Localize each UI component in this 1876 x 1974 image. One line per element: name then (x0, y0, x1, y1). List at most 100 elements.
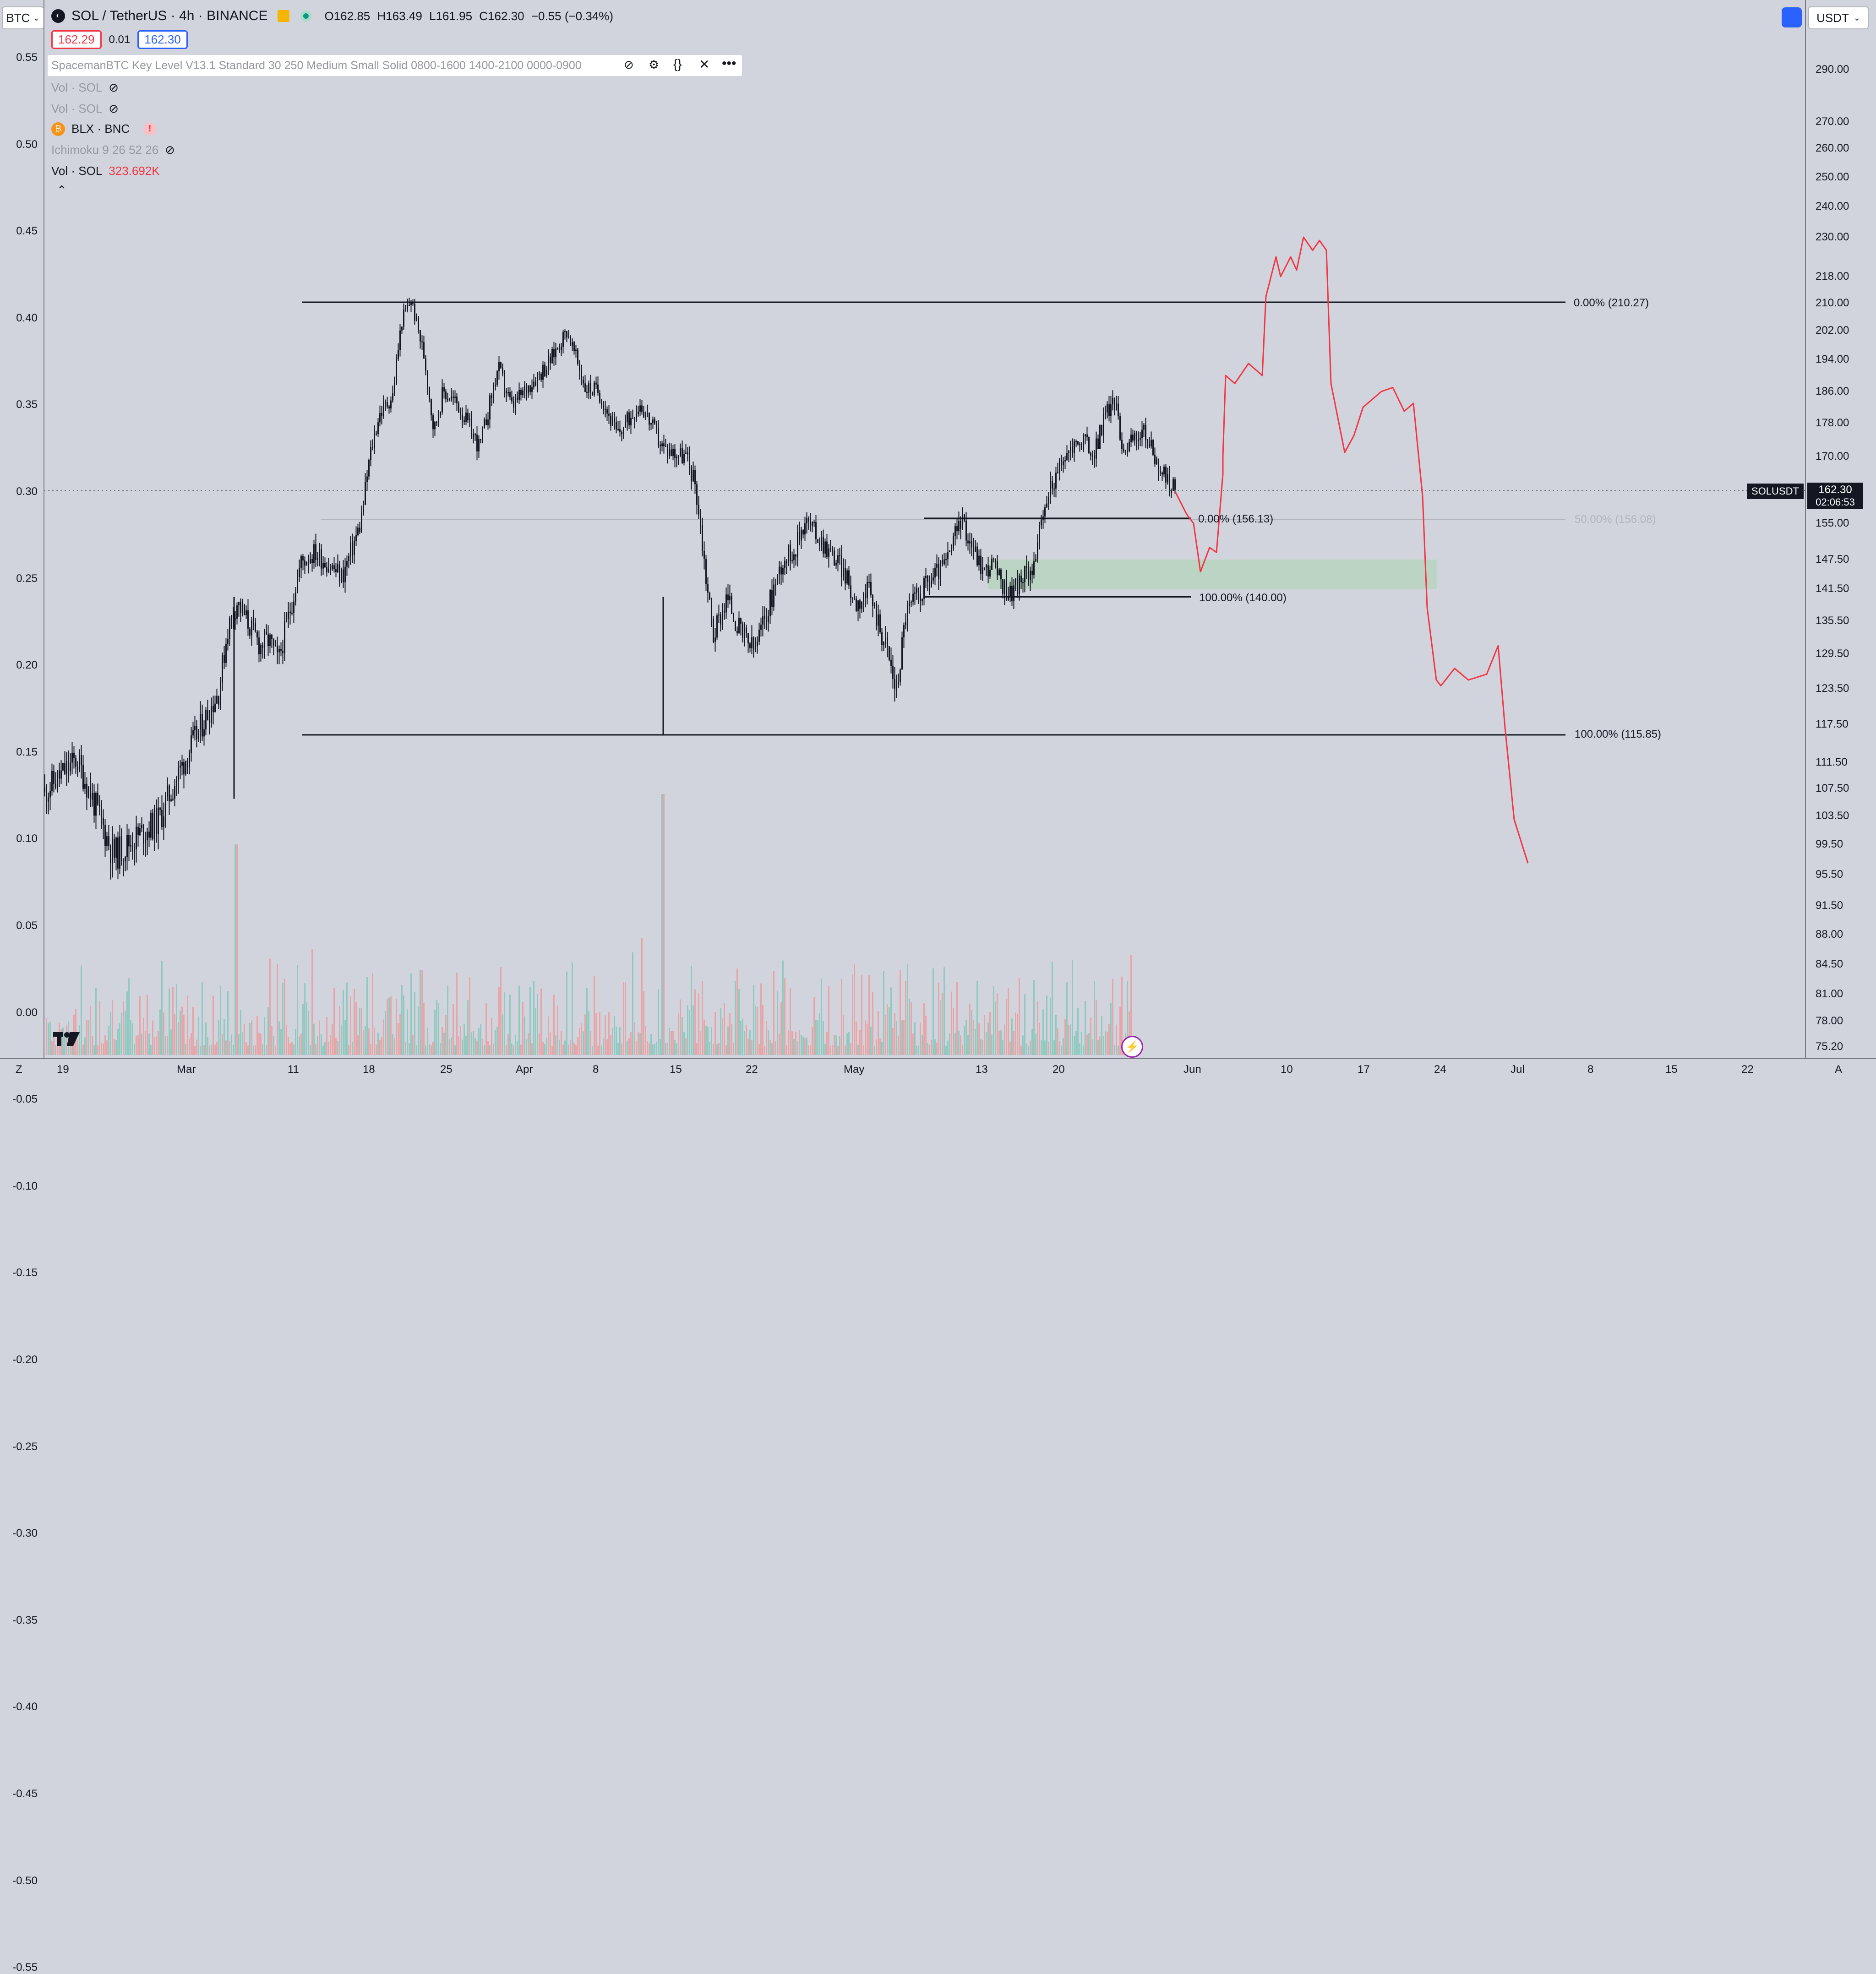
candle-body (540, 374, 542, 380)
candle-body (1033, 561, 1035, 575)
volume-bar (540, 988, 542, 1055)
candle-body (823, 537, 824, 554)
candle-body (627, 412, 628, 423)
indicator-ichimoku-row[interactable]: Ichimoku 9 26 52 26 ⊘ (51, 143, 175, 157)
price-chart[interactable] (0, 0, 1876, 1081)
candle-body (652, 419, 654, 424)
volume-bar (682, 1017, 683, 1055)
buy-price-button[interactable]: 162.30 (137, 30, 188, 49)
collapse-legend-chevron-icon[interactable]: ⌃ (57, 183, 67, 197)
candle-body (86, 783, 87, 798)
candle-body (480, 439, 481, 440)
candle-body (982, 567, 983, 574)
candle-body (894, 679, 895, 689)
candle-body (253, 620, 254, 623)
volume-bar (707, 1026, 709, 1055)
candle-body (901, 637, 903, 670)
volume-bar (539, 1033, 540, 1055)
close-icon[interactable]: ✕ (699, 57, 710, 71)
lightning-alert-icon[interactable]: ⚡ (1121, 1036, 1143, 1058)
right-axis-tick-label: 202.00 (1816, 324, 1849, 337)
symbol-title[interactable]: SOL / TetherUS · 4h · BINANCE (71, 8, 268, 23)
candle-body (396, 359, 397, 384)
volume-bar (482, 1039, 483, 1055)
volume-bar (954, 1033, 956, 1055)
candle-body (469, 419, 470, 420)
indicator-vol2-row[interactable]: Vol · SOL ⊘ (51, 102, 119, 116)
volume-bar (187, 995, 188, 1055)
candle-body (724, 611, 725, 613)
sell-price-button[interactable]: 162.29 (51, 30, 102, 49)
indicator-blx-row[interactable]: ₿ BLX · BNC ! (51, 122, 157, 136)
candle-body (1099, 425, 1101, 449)
candle-body (245, 610, 247, 615)
volume-bar (418, 1006, 419, 1055)
hidden-eye-icon[interactable]: ⊘ (109, 102, 119, 115)
volume-bar (736, 968, 738, 1055)
volume-bar (108, 1026, 109, 1055)
settings-gear-icon[interactable]: ⚙ (649, 58, 660, 71)
volume-bar (909, 998, 910, 1055)
more-options-icon[interactable]: ••• (722, 56, 736, 71)
candle-body (92, 793, 93, 800)
candle-body (1086, 434, 1088, 437)
left-axis-tick-label: 0.50 (16, 138, 38, 151)
volume-bar (473, 1031, 474, 1055)
volume-bar (170, 1029, 172, 1055)
candle-body (377, 422, 379, 434)
volume-bar (93, 1045, 95, 1055)
source-code-icon[interactable]: {} (673, 57, 682, 71)
volume-bar (134, 1044, 135, 1055)
compare-symbol-button[interactable]: BTC ⌄ (2, 6, 44, 29)
market-open-status-icon (300, 11, 312, 22)
candle-body (383, 402, 384, 416)
candle-body (584, 383, 586, 392)
candle-body (551, 348, 553, 363)
sync-icon[interactable] (1782, 7, 1802, 27)
candle-body (1097, 438, 1099, 449)
candle-body (845, 568, 846, 584)
candle-body (326, 567, 327, 572)
tradingview-logo-icon[interactable] (53, 1030, 80, 1049)
candle-body (621, 432, 622, 434)
volume-bar (152, 1020, 153, 1055)
volume-bar (255, 1045, 256, 1055)
candle-body (639, 405, 641, 412)
spread-value: 0.01 (109, 33, 131, 46)
candle-body (559, 348, 560, 350)
volume-bar (344, 1020, 346, 1055)
volume-bar (51, 1040, 53, 1055)
volume-bar (123, 1001, 124, 1055)
volume-bar (1037, 1001, 1038, 1055)
candle-body (1165, 467, 1167, 483)
candle-body (780, 566, 782, 575)
volume-bar (854, 964, 855, 1055)
hidden-eye-icon[interactable]: ⊘ (165, 143, 175, 157)
candle-body (786, 560, 787, 564)
volume-bar (1112, 979, 1113, 1055)
volume-bar (925, 1016, 927, 1055)
candle-body (1081, 443, 1082, 450)
indicator-vol-active-row[interactable]: Vol · SOL 323.692K (51, 164, 160, 178)
volume-bar (555, 1035, 556, 1055)
indicator-vol1-row[interactable]: Vol · SOL ⊘ (51, 81, 119, 95)
volume-bar (680, 999, 681, 1055)
volume-bar (1044, 1040, 1046, 1055)
hidden-eye-icon[interactable]: ⊘ (624, 58, 634, 71)
volume-bar (282, 983, 284, 1055)
volume-bar (711, 1027, 712, 1055)
volume-bar (650, 1034, 652, 1055)
volume-bar (744, 1031, 745, 1055)
volume-bar (617, 1043, 619, 1055)
quote-currency-button[interactable]: USDT ⌄ (1808, 6, 1869, 29)
indicator-spaceman-row[interactable]: SpacemanBTC Key Level V13.1 Standard 30 … (48, 55, 742, 76)
hidden-eye-icon[interactable]: ⊘ (109, 81, 119, 94)
volume-bar (894, 1013, 895, 1055)
candle-body (515, 397, 516, 408)
candle-body (513, 401, 514, 408)
candle-body (213, 706, 214, 712)
volume-bar (705, 1026, 707, 1055)
volume-bar (410, 973, 412, 1055)
warning-icon[interactable]: ! (143, 122, 157, 136)
flag-icon[interactable] (278, 10, 290, 22)
